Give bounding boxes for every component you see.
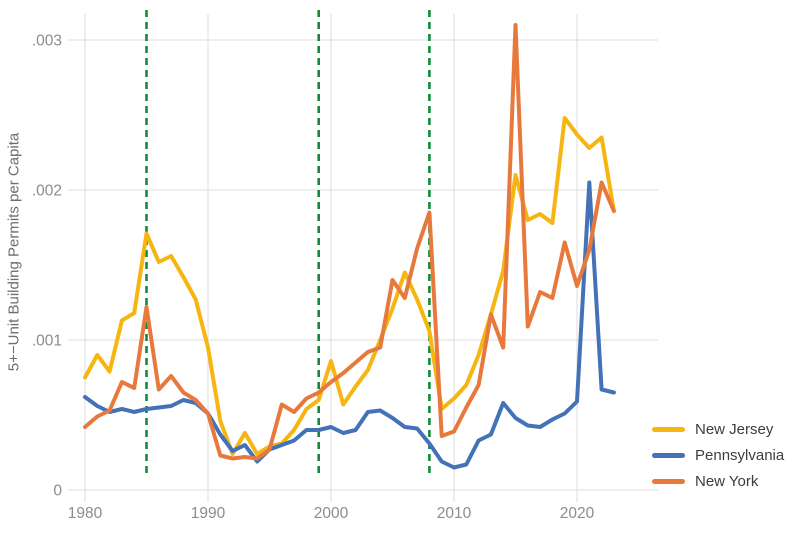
legend-swatch-pennsylvania [652, 453, 685, 458]
series-line-new-york [83, 23, 616, 461]
x-tick-label: 2020 [560, 505, 595, 522]
legend-swatch-new-york [652, 479, 685, 484]
x-tick-label: 2000 [314, 505, 349, 522]
y-axis-title: 5+−Unit Building Permits per Capita [5, 132, 23, 372]
series-line-pennsylvania [83, 180, 616, 470]
legend-item-pennsylvania: Pennsylvania [652, 446, 784, 465]
y-tick-label: .003 [32, 33, 62, 50]
x-tick-label: 2010 [437, 505, 472, 522]
y-tick-label: .002 [32, 183, 62, 200]
y-tick-label: 0 [53, 483, 62, 500]
series-line-new-jersey [83, 116, 616, 456]
legend-label: Pennsylvania [695, 447, 785, 464]
legend-label: New York [695, 473, 759, 490]
x-tick-label: 1990 [191, 505, 226, 522]
legend-swatch-new-jersey [652, 427, 685, 432]
legend-item-new-york: New York [652, 472, 784, 491]
x-tick-label: 1980 [68, 505, 103, 522]
legend: New Jersey Pennsylvania New York [652, 420, 784, 491]
y-tick-label: .001 [32, 333, 62, 350]
legend-item-new-jersey: New Jersey [652, 420, 784, 439]
legend-label: New Jersey [695, 421, 774, 438]
